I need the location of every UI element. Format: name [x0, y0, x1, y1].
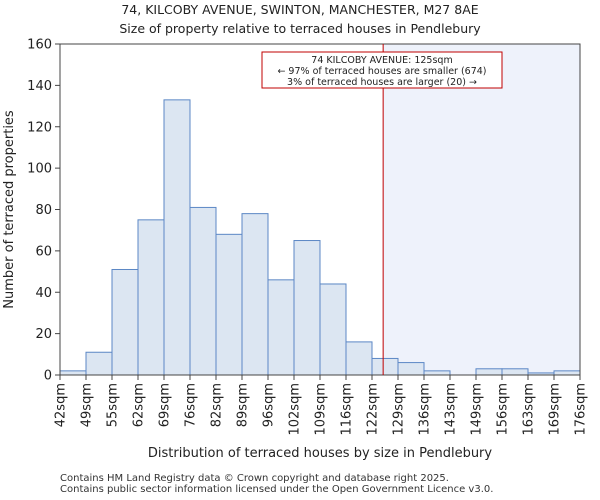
x-tick-label: 76sqm: [184, 383, 199, 427]
annotation-box: [261, 51, 503, 89]
histogram-bar: [267, 279, 295, 376]
x-tick-label: 109sqm: [314, 383, 329, 436]
histogram-bar: [397, 362, 425, 376]
x-tick-label: 69sqm: [158, 383, 173, 427]
y-tick-label: 20: [35, 327, 52, 342]
y-tick-label: 160: [27, 38, 52, 53]
y-axis-label: Number of terraced properties: [2, 110, 17, 309]
histogram-bar: [215, 233, 243, 376]
histogram-bar: [345, 341, 373, 376]
x-tick-label: 55sqm: [106, 383, 121, 427]
x-tick-label: 163sqm: [522, 383, 537, 436]
y-tick-label: 140: [27, 79, 52, 94]
histogram-bar: [553, 370, 581, 376]
x-tick-label: 169sqm: [548, 383, 563, 436]
histogram-bar: [137, 219, 165, 376]
histogram-bar: [189, 206, 217, 376]
annotation-line-3: 3% of terraced houses are larger (20) →: [287, 77, 477, 88]
x-tick-label: 156sqm: [496, 383, 511, 436]
histogram-bar: [319, 283, 347, 376]
x-tick-label: 149sqm: [470, 383, 485, 436]
x-tick-label: 122sqm: [366, 383, 381, 436]
histogram-bar: [501, 368, 529, 376]
histogram-bar: [59, 370, 87, 376]
x-tick-label: 42sqm: [54, 383, 69, 427]
x-tick-label: 82sqm: [210, 383, 225, 427]
x-tick-label: 62sqm: [132, 383, 147, 427]
histogram-bar: [293, 240, 321, 376]
x-tick-label: 143sqm: [444, 383, 459, 436]
x-tick-label: 136sqm: [418, 383, 433, 436]
annotation-line-2: ← 97% of terraced houses are smaller (67…: [277, 66, 486, 77]
chart-title: 74, KILCOBY AVENUE, SWINTON, MANCHESTER,…: [121, 2, 479, 17]
x-tick-label: 96sqm: [262, 383, 277, 427]
chart-subtitle: Size of property relative to terraced ho…: [119, 21, 481, 36]
histogram-bar: [371, 357, 399, 376]
histogram-bar: [85, 351, 113, 376]
footer-line-1: Contains HM Land Registry data © Crown c…: [60, 473, 449, 484]
y-tick-label: 80: [35, 203, 52, 218]
y-tick-label: 40: [35, 286, 52, 301]
histogram-bar: [241, 213, 269, 376]
annotation-line-1: 74 KILCOBY AVENUE: 125sqm: [311, 55, 452, 66]
y-tick-label: 100: [27, 162, 52, 177]
histogram-bar: [163, 99, 191, 376]
x-axis-label: Distribution of terraced houses by size …: [148, 446, 493, 461]
histogram-bar: [475, 368, 503, 376]
x-tick-label: 49sqm: [80, 383, 95, 427]
x-tick-label: 102sqm: [288, 383, 303, 436]
larger-region-shade: [383, 44, 580, 375]
x-tick-label: 89sqm: [236, 383, 251, 427]
x-tick-label: 116sqm: [340, 383, 355, 436]
footer-line-2: Contains public sector information licen…: [60, 484, 494, 495]
y-tick-label: 0: [44, 369, 52, 384]
y-tick-label: 120: [27, 120, 52, 135]
histogram-bar: [423, 370, 451, 376]
x-tick-label: 176sqm: [574, 383, 589, 436]
y-tick-label: 60: [35, 244, 52, 259]
x-tick-label: 129sqm: [392, 383, 407, 436]
histogram-bar: [111, 268, 139, 376]
